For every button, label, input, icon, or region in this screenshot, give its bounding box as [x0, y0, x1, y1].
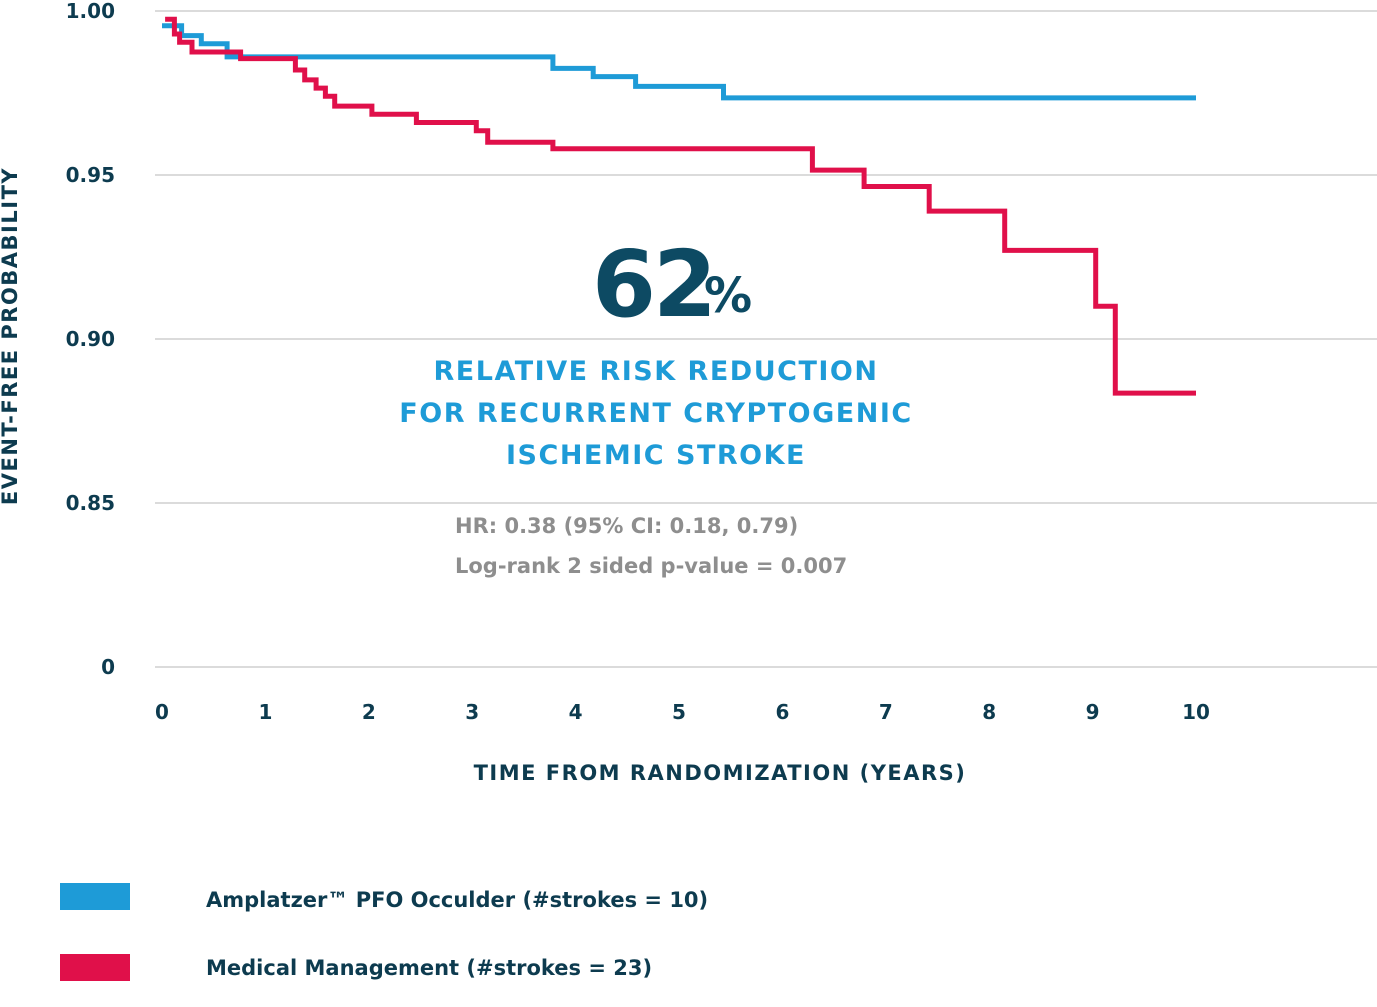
- y-axis-tick-labels: 1.00 0.95 0.90 0.85 0: [66, 0, 115, 679]
- survival-curves: [162, 16, 1196, 396]
- relative-risk-stat: 62 %: [592, 231, 752, 338]
- x-tick-label: 4: [569, 700, 583, 724]
- p-value-text: Log-rank 2 sided p-value = 0.007: [455, 554, 847, 578]
- legend: Amplatzer™ PFO Occulder (#strokes = 10) …: [60, 883, 708, 981]
- x-axis-title: TIME FROM RANDOMIZATION (YEARS): [474, 761, 967, 785]
- x-tick-label: 6: [775, 700, 789, 724]
- x-axis-tick-labels: 0 1 2 3 4 5 6 7 8 9 10: [155, 700, 1210, 724]
- headline-line-2: FOR RECURRENT CRYPTOGENIC: [399, 398, 912, 429]
- hazard-ratio-text: HR: 0.38 (95% CI: 0.18, 0.79): [455, 514, 798, 538]
- x-tick-label: 1: [258, 700, 272, 724]
- x-tick-label: 0: [155, 700, 169, 724]
- legend-label-device: Amplatzer™ PFO Occulder (#strokes = 10): [206, 888, 708, 912]
- y-tick-label: 0.85: [66, 491, 115, 515]
- headline: RELATIVE RISK REDUCTION FOR RECURRENT CR…: [399, 356, 912, 471]
- headline-line-1: RELATIVE RISK REDUCTION: [434, 356, 879, 387]
- x-tick-label: 3: [465, 700, 479, 724]
- headline-line-3: ISCHEMIC STROKE: [506, 440, 806, 471]
- series-line-medical: [165, 16, 1196, 396]
- stat-value: 62: [592, 231, 714, 338]
- x-tick-label: 9: [1086, 700, 1100, 724]
- legend-swatch-medical: [60, 954, 130, 981]
- grid-lines: [155, 10, 1377, 668]
- stat-unit: %: [704, 268, 752, 324]
- y-tick-label: 0: [101, 655, 115, 679]
- x-tick-label: 7: [879, 700, 893, 724]
- y-axis-title: EVENT-FREE PROBABILITY: [0, 167, 22, 505]
- x-tick-label: 5: [672, 700, 686, 724]
- legend-label-medical: Medical Management (#strokes = 23): [206, 956, 652, 980]
- x-tick-label: 8: [982, 700, 996, 724]
- series-line-device: [162, 23, 1196, 101]
- y-tick-label: 1.00: [66, 0, 115, 23]
- y-tick-label: 0.95: [66, 163, 115, 187]
- legend-swatch-device: [60, 883, 130, 910]
- x-tick-label: 10: [1182, 700, 1210, 724]
- x-tick-label: 2: [362, 700, 376, 724]
- y-tick-label: 0.90: [66, 327, 115, 351]
